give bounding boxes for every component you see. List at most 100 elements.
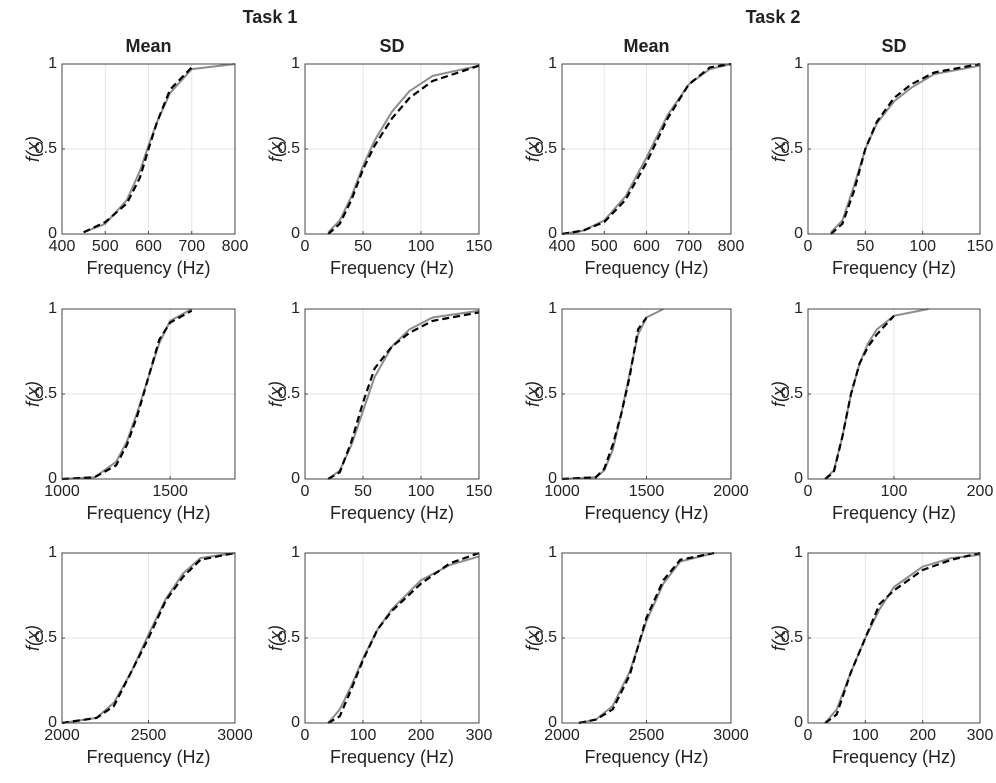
x-tick-label: 150: [466, 238, 493, 255]
x-tick-label: 700: [675, 238, 702, 255]
y-tick-label: 1: [48, 544, 57, 561]
y-axis-label: f(x): [523, 625, 543, 651]
cdf-line: [327, 311, 480, 480]
cdf-line: [61, 551, 236, 725]
x-tick-label: 100: [408, 483, 435, 500]
x-tick-label: 150: [967, 238, 994, 255]
y-tick-label: 1: [794, 55, 803, 72]
chart-title: Mean: [125, 36, 171, 56]
y-tick-label: 1: [291, 300, 300, 317]
x-tick-label: 100: [909, 238, 936, 255]
y-tick-label: 0: [794, 225, 803, 242]
y-axis-label: f(x): [23, 136, 43, 162]
y-tick-label: 1: [548, 55, 557, 72]
x-tick-label: 50: [354, 238, 372, 255]
y-tick-label: 0.5: [781, 140, 803, 157]
plot-frame: [561, 308, 732, 480]
x-axis-label: Frequency (Hz): [86, 503, 210, 523]
x-tick-label: 2500: [131, 727, 167, 744]
x-axis-label: Frequency (Hz): [832, 258, 956, 278]
x-axis-label: Frequency (Hz): [330, 258, 454, 278]
x-axis-label: Frequency (Hz): [584, 503, 708, 523]
y-axis-label: f(x): [769, 381, 789, 407]
x-tick-label: 200: [909, 727, 936, 744]
y-axis-label: f(x): [266, 625, 286, 651]
x-axis-label: Frequency (Hz): [86, 258, 210, 278]
x-tick-label: 800: [718, 238, 745, 255]
y-tick-label: 0: [548, 470, 557, 487]
cdf-line: [83, 66, 193, 234]
y-tick-label: 0.5: [35, 629, 57, 646]
cdf-line: [824, 315, 895, 480]
y-tick-label: 0.5: [781, 629, 803, 646]
y-axis-label: f(x): [266, 136, 286, 162]
plot-frame: [561, 63, 732, 235]
y-tick-label: 0.5: [781, 385, 803, 402]
cdf-line: [830, 62, 981, 235]
y-tick-label: 1: [548, 300, 557, 317]
cdf-line: [327, 64, 480, 233]
x-tick-label: 1000: [44, 483, 80, 500]
group-title: Task 2: [746, 7, 801, 27]
cdf-line: [561, 62, 732, 236]
y-axis-label: f(x): [523, 381, 543, 407]
y-tick-label: 1: [291, 544, 300, 561]
x-tick-label: 0: [301, 483, 310, 500]
x-axis-label: Frequency (Hz): [330, 747, 454, 767]
chart-title: SD: [379, 36, 404, 56]
plot-frame: [61, 63, 236, 235]
x-tick-label: 3000: [217, 727, 253, 744]
cdf-line: [561, 316, 648, 481]
y-tick-label: 1: [794, 544, 803, 561]
cdf-line: [578, 551, 715, 725]
y-tick-label: 0: [291, 225, 300, 242]
y-axis-label: f(x): [23, 381, 43, 407]
y-tick-label: 0.5: [35, 385, 57, 402]
x-tick-label: 2000: [44, 727, 80, 744]
x-tick-label: 0: [301, 238, 310, 255]
x-axis-label: Frequency (Hz): [86, 747, 210, 767]
y-tick-label: 1: [48, 55, 57, 72]
cdf-line: [824, 551, 981, 724]
plot-frame: [304, 552, 480, 724]
x-tick-label: 150: [466, 483, 493, 500]
y-axis-label: f(x): [769, 136, 789, 162]
x-tick-label: 2500: [629, 727, 665, 744]
x-tick-label: 50: [856, 238, 874, 255]
y-axis-label: f(x): [23, 625, 43, 651]
x-tick-label: 0: [804, 727, 813, 744]
x-tick-label: 100: [881, 483, 908, 500]
x-axis-label: Frequency (Hz): [330, 503, 454, 523]
x-tick-label: 500: [92, 238, 119, 255]
y-tick-label: 0: [291, 714, 300, 731]
plot-frame: [807, 552, 981, 724]
x-axis-label: Frequency (Hz): [832, 747, 956, 767]
plot-frame: [304, 308, 480, 480]
y-tick-label: 0.5: [35, 140, 57, 157]
plot-frame: [304, 63, 480, 235]
x-tick-label: 200: [408, 727, 435, 744]
x-tick-label: 800: [222, 238, 249, 255]
x-tick-label: 400: [49, 238, 76, 255]
x-tick-label: 600: [135, 238, 162, 255]
y-tick-label: 0.5: [278, 140, 300, 157]
y-tick-label: 0: [794, 714, 803, 731]
x-tick-label: 50: [354, 483, 372, 500]
y-tick-label: 0: [48, 225, 57, 242]
plot-frame: [807, 308, 981, 480]
x-tick-label: 0: [804, 238, 813, 255]
y-tick-label: 0.5: [278, 629, 300, 646]
chart-title: Mean: [623, 36, 669, 56]
y-tick-label: 1: [794, 300, 803, 317]
x-tick-label: 0: [804, 483, 813, 500]
x-tick-label: 400: [549, 238, 576, 255]
cdf-line: [327, 64, 480, 235]
x-tick-label: 600: [633, 238, 660, 255]
group-title: Task 1: [243, 7, 298, 27]
chart-title: SD: [881, 36, 906, 56]
x-axis-label: Frequency (Hz): [832, 503, 956, 523]
cdf-line: [327, 551, 480, 724]
plot-frame: [61, 552, 236, 724]
plot-frame: [807, 63, 981, 235]
